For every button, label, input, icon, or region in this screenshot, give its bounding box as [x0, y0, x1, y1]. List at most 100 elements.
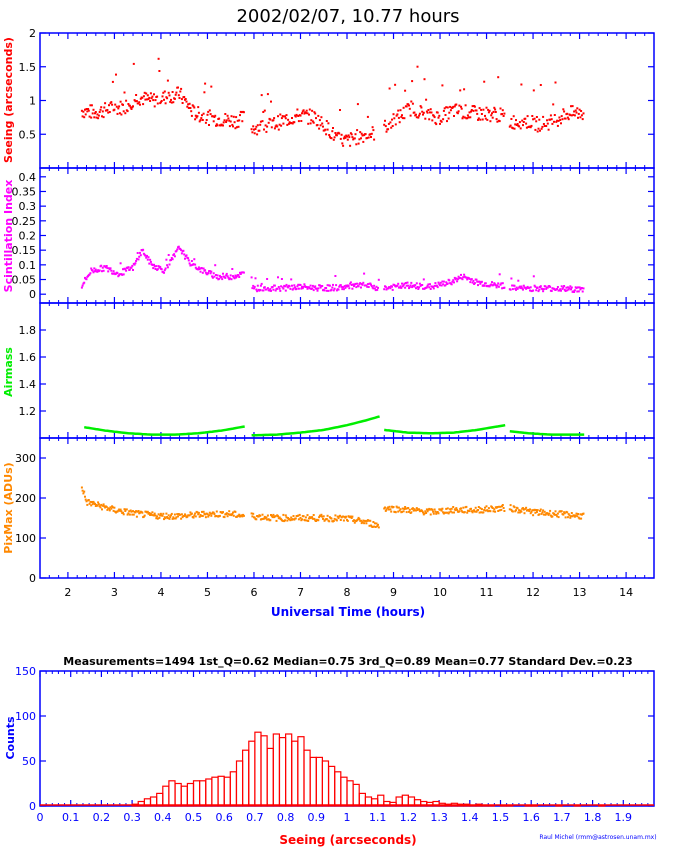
data-point [255, 288, 258, 291]
data-point [208, 109, 211, 112]
data-point [427, 283, 430, 286]
data-point [292, 287, 295, 290]
data-point [332, 283, 334, 286]
data-point [308, 113, 310, 116]
data-point [471, 281, 474, 284]
data-point [405, 511, 408, 514]
data-point [362, 140, 365, 143]
data-point [384, 125, 387, 128]
data-point [148, 96, 151, 99]
y-tick-label: 1.6 [19, 351, 37, 364]
data-point [480, 108, 483, 111]
data-point [429, 283, 431, 286]
data-point [171, 91, 174, 93]
data-point [124, 112, 127, 115]
data-point [384, 509, 387, 512]
data-point [208, 124, 210, 126]
data-point [166, 517, 169, 520]
data-point [575, 287, 578, 290]
data-point [356, 129, 359, 132]
data-point [209, 113, 212, 116]
data-point [225, 512, 228, 515]
data-point [543, 510, 546, 513]
data-point [499, 107, 502, 110]
data-point [582, 512, 585, 515]
data-point [404, 506, 407, 508]
data-point [106, 109, 109, 111]
data-point [208, 270, 211, 272]
data-point [517, 279, 520, 282]
data-point [396, 284, 399, 287]
data-point [256, 290, 259, 293]
data-point [422, 113, 424, 116]
data-point [491, 281, 493, 284]
data-point [522, 121, 525, 123]
data-point [475, 278, 478, 281]
data-point [284, 289, 287, 292]
data-point [169, 100, 172, 103]
data-point [134, 511, 137, 514]
histogram-bar [248, 740, 256, 807]
data-point [161, 514, 164, 517]
y-tick-label: 0 [29, 572, 36, 585]
data-point [497, 282, 500, 285]
scintillation-panel-frame [39, 167, 655, 304]
data-point [282, 122, 285, 125]
data-point [560, 115, 563, 118]
hist-x-tick-label: 1 [344, 811, 351, 824]
data-point [351, 136, 354, 139]
data-point [503, 286, 506, 289]
data-point [428, 286, 431, 289]
data-point [499, 283, 502, 286]
data-point [562, 286, 565, 289]
histogram-bar [340, 776, 348, 807]
histogram-stats: Measurements=1494 1st_Q=0.62 Median=0.75… [63, 655, 632, 668]
data-point [325, 120, 328, 122]
data-point [568, 287, 571, 290]
data-point [501, 505, 504, 508]
data-point [100, 264, 103, 267]
x-tick-label: 4 [157, 586, 164, 599]
data-point [448, 111, 451, 114]
data-point [494, 284, 497, 287]
data-point [109, 267, 112, 270]
data-point [300, 120, 303, 122]
data-point [423, 78, 426, 81]
data-point [544, 285, 547, 288]
data-point [432, 114, 435, 117]
data-point [141, 511, 144, 514]
data-point [550, 118, 553, 121]
data-point [326, 284, 329, 287]
data-point [93, 116, 96, 119]
data-point [230, 278, 233, 281]
data-point [370, 283, 372, 286]
data-point [169, 516, 172, 518]
data-point [446, 282, 449, 285]
data-point [516, 287, 519, 290]
data-point [536, 286, 539, 289]
data-point [262, 111, 265, 113]
histogram-bar [499, 804, 508, 807]
data-point [425, 98, 428, 101]
data-point [124, 510, 127, 512]
data-point [153, 93, 155, 96]
data-point [497, 285, 500, 288]
data-point [361, 521, 364, 524]
y-tick-label: 0.5 [19, 128, 37, 141]
data-point [417, 116, 420, 119]
data-point [201, 119, 204, 121]
data-point [234, 127, 237, 130]
data-point [118, 509, 121, 512]
data-point [563, 512, 566, 515]
data-point [190, 512, 193, 515]
author-credit: Raul Michel (rmm@astrosen.unam.mx) [539, 834, 656, 841]
data-point [408, 286, 411, 289]
data-point [115, 105, 118, 108]
data-point [85, 108, 88, 110]
data-point [367, 286, 370, 288]
data-point [361, 283, 364, 286]
data-point [520, 285, 523, 288]
data-point [146, 98, 148, 101]
data-point [398, 286, 401, 289]
data-point [533, 117, 536, 120]
